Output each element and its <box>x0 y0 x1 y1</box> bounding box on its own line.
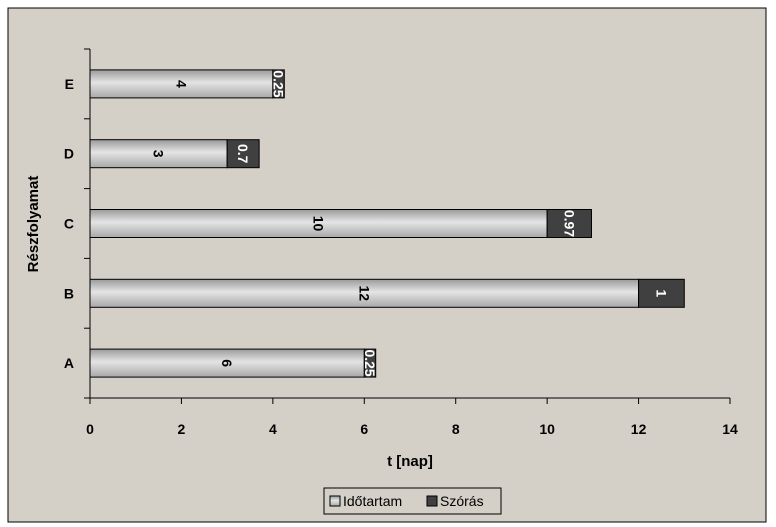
y-tick-label: C <box>64 216 74 232</box>
y-tick-label: E <box>65 76 74 92</box>
legend: Időtartam Szórás <box>323 487 502 515</box>
x-tick-label: 2 <box>178 421 186 437</box>
x-tick-label: 4 <box>269 421 277 437</box>
data-label-idotartam: 3 <box>151 150 167 158</box>
legend-box <box>323 487 502 515</box>
y-axis-title: Részfolyamat <box>25 176 42 273</box>
y-tick-label: D <box>64 146 74 162</box>
x-tick-label: 8 <box>452 421 460 437</box>
bar-idotartam <box>89 209 548 238</box>
bar-szoras <box>363 348 377 378</box>
bar-szoras <box>272 69 285 99</box>
x-axis-title: t [nap] <box>387 453 433 470</box>
x-tick-label: 10 <box>539 421 555 437</box>
y-tick-label: A <box>64 355 74 371</box>
bar-szoras <box>638 278 685 308</box>
data-label-idotartam: 6 <box>219 359 235 367</box>
data-label-szoras: 0.7 <box>235 144 251 164</box>
bar-szoras <box>226 139 260 169</box>
bar-idotartam <box>89 348 365 378</box>
x-tick-label: 6 <box>360 421 368 437</box>
legend-swatch-idotartam <box>329 495 341 507</box>
data-label-szoras: 1 <box>653 289 669 297</box>
data-label-idotartam: 4 <box>173 80 189 88</box>
data-label-szoras: 0.25 <box>271 70 287 97</box>
legend-label-szoras: Szórás <box>440 493 484 509</box>
x-tick-label: 12 <box>631 421 647 437</box>
data-label-szoras: 0.97 <box>561 210 577 237</box>
y-tick-label: B <box>64 285 74 301</box>
legend-label-idotartam: Időtartam <box>343 493 402 509</box>
bar-idotartam <box>89 278 640 308</box>
data-label-idotartam: 12 <box>356 286 372 302</box>
x-tick-label: 0 <box>86 421 94 437</box>
x-tick-label: 14 <box>722 421 738 437</box>
bar-idotartam <box>89 69 274 99</box>
bar-idotartam <box>89 139 228 169</box>
data-label-szoras: 0.25 <box>362 349 378 376</box>
legend-swatch-szoras <box>426 495 438 507</box>
data-label-idotartam: 10 <box>311 216 327 232</box>
bar-szoras <box>546 209 592 238</box>
